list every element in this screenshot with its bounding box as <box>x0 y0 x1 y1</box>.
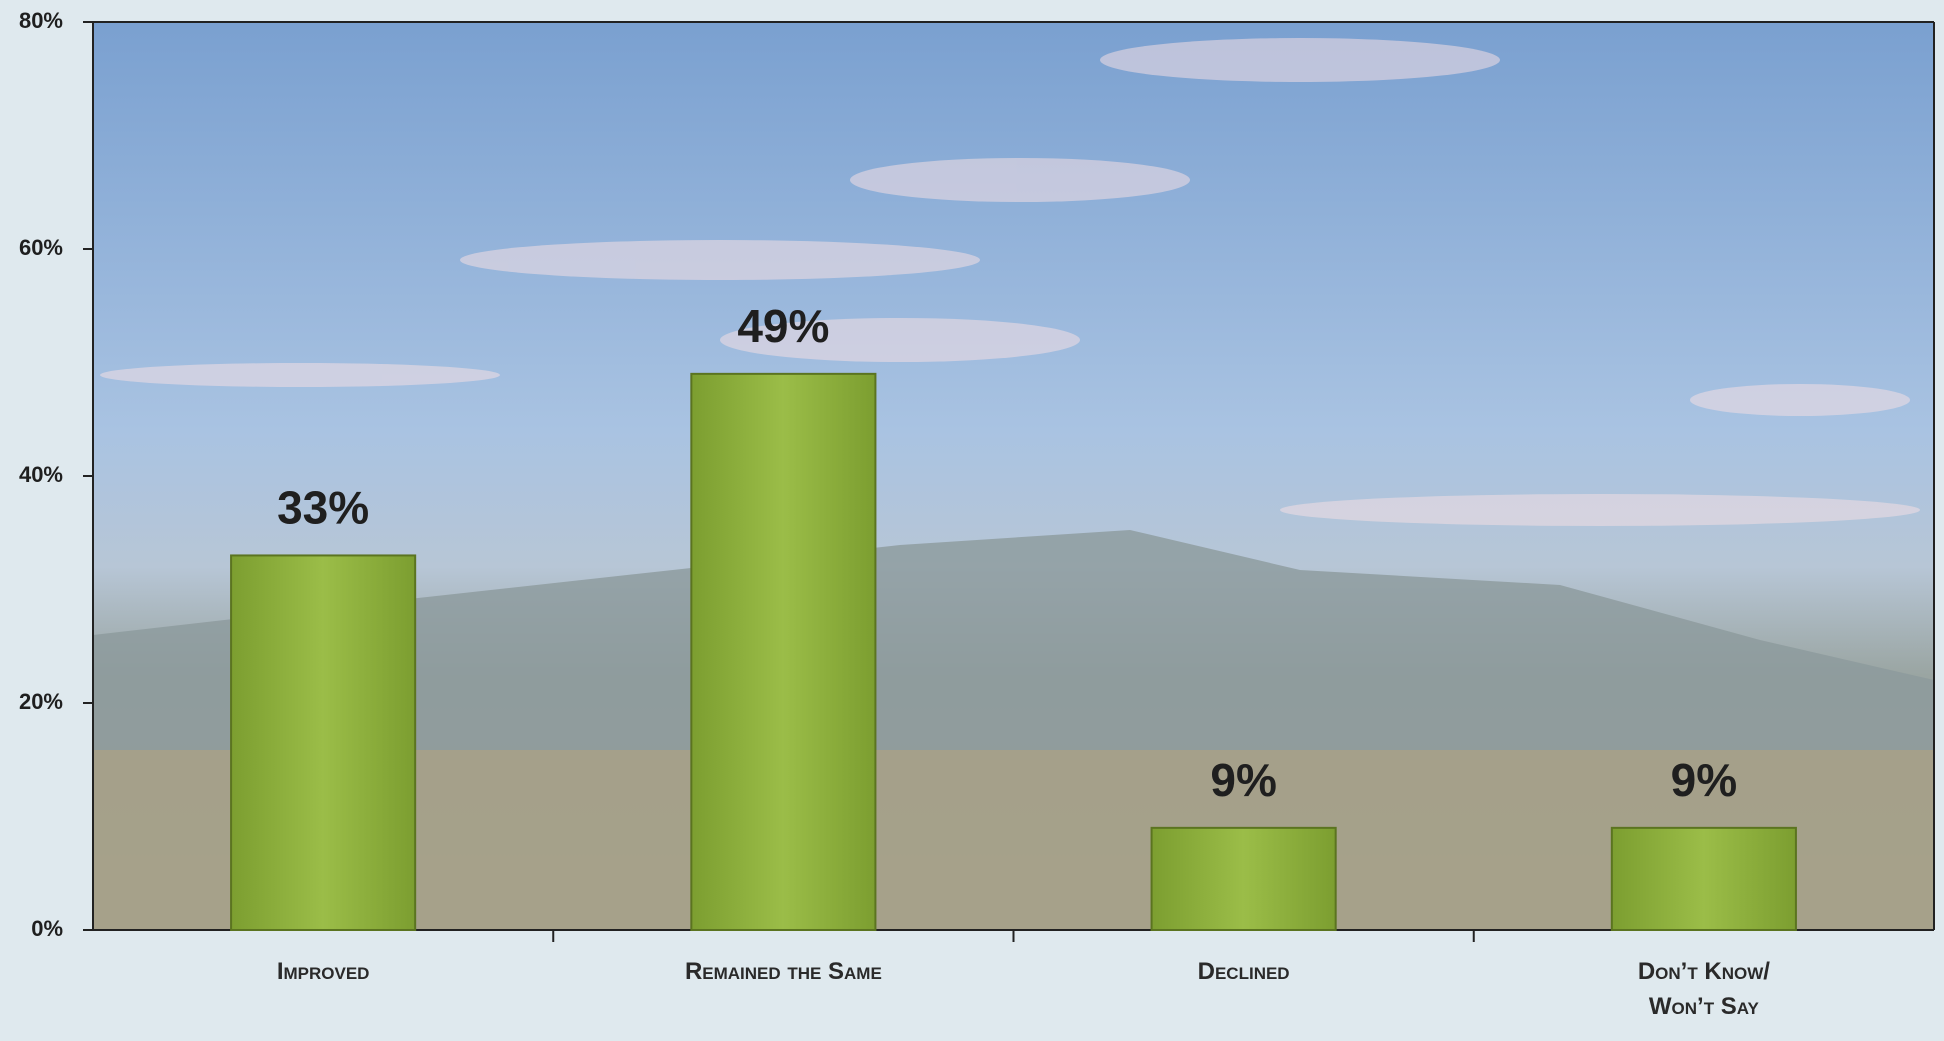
value-label: 9% <box>1210 754 1276 806</box>
value-label: 49% <box>737 300 829 352</box>
value-label: 33% <box>277 482 369 534</box>
bar <box>1150 826 1337 931</box>
x-tick-label: Improved <box>276 958 370 985</box>
y-tick-label: 80% <box>19 8 63 33</box>
y-tick-label: 60% <box>19 235 63 260</box>
y-tick-label: 20% <box>19 689 63 714</box>
bar <box>230 554 417 931</box>
value-label: 9% <box>1671 754 1737 806</box>
x-tick-label: Declined <box>1197 958 1290 985</box>
clouds <box>100 38 1920 526</box>
y-tick-label: 0% <box>31 916 63 941</box>
y-tick-label: 40% <box>19 462 63 487</box>
x-tick-label: Remained the Same <box>684 958 882 985</box>
x-tick-label: Don’t Know/ Won’t Say <box>1637 958 1770 1020</box>
bar <box>1610 826 1797 931</box>
bar <box>690 372 877 932</box>
